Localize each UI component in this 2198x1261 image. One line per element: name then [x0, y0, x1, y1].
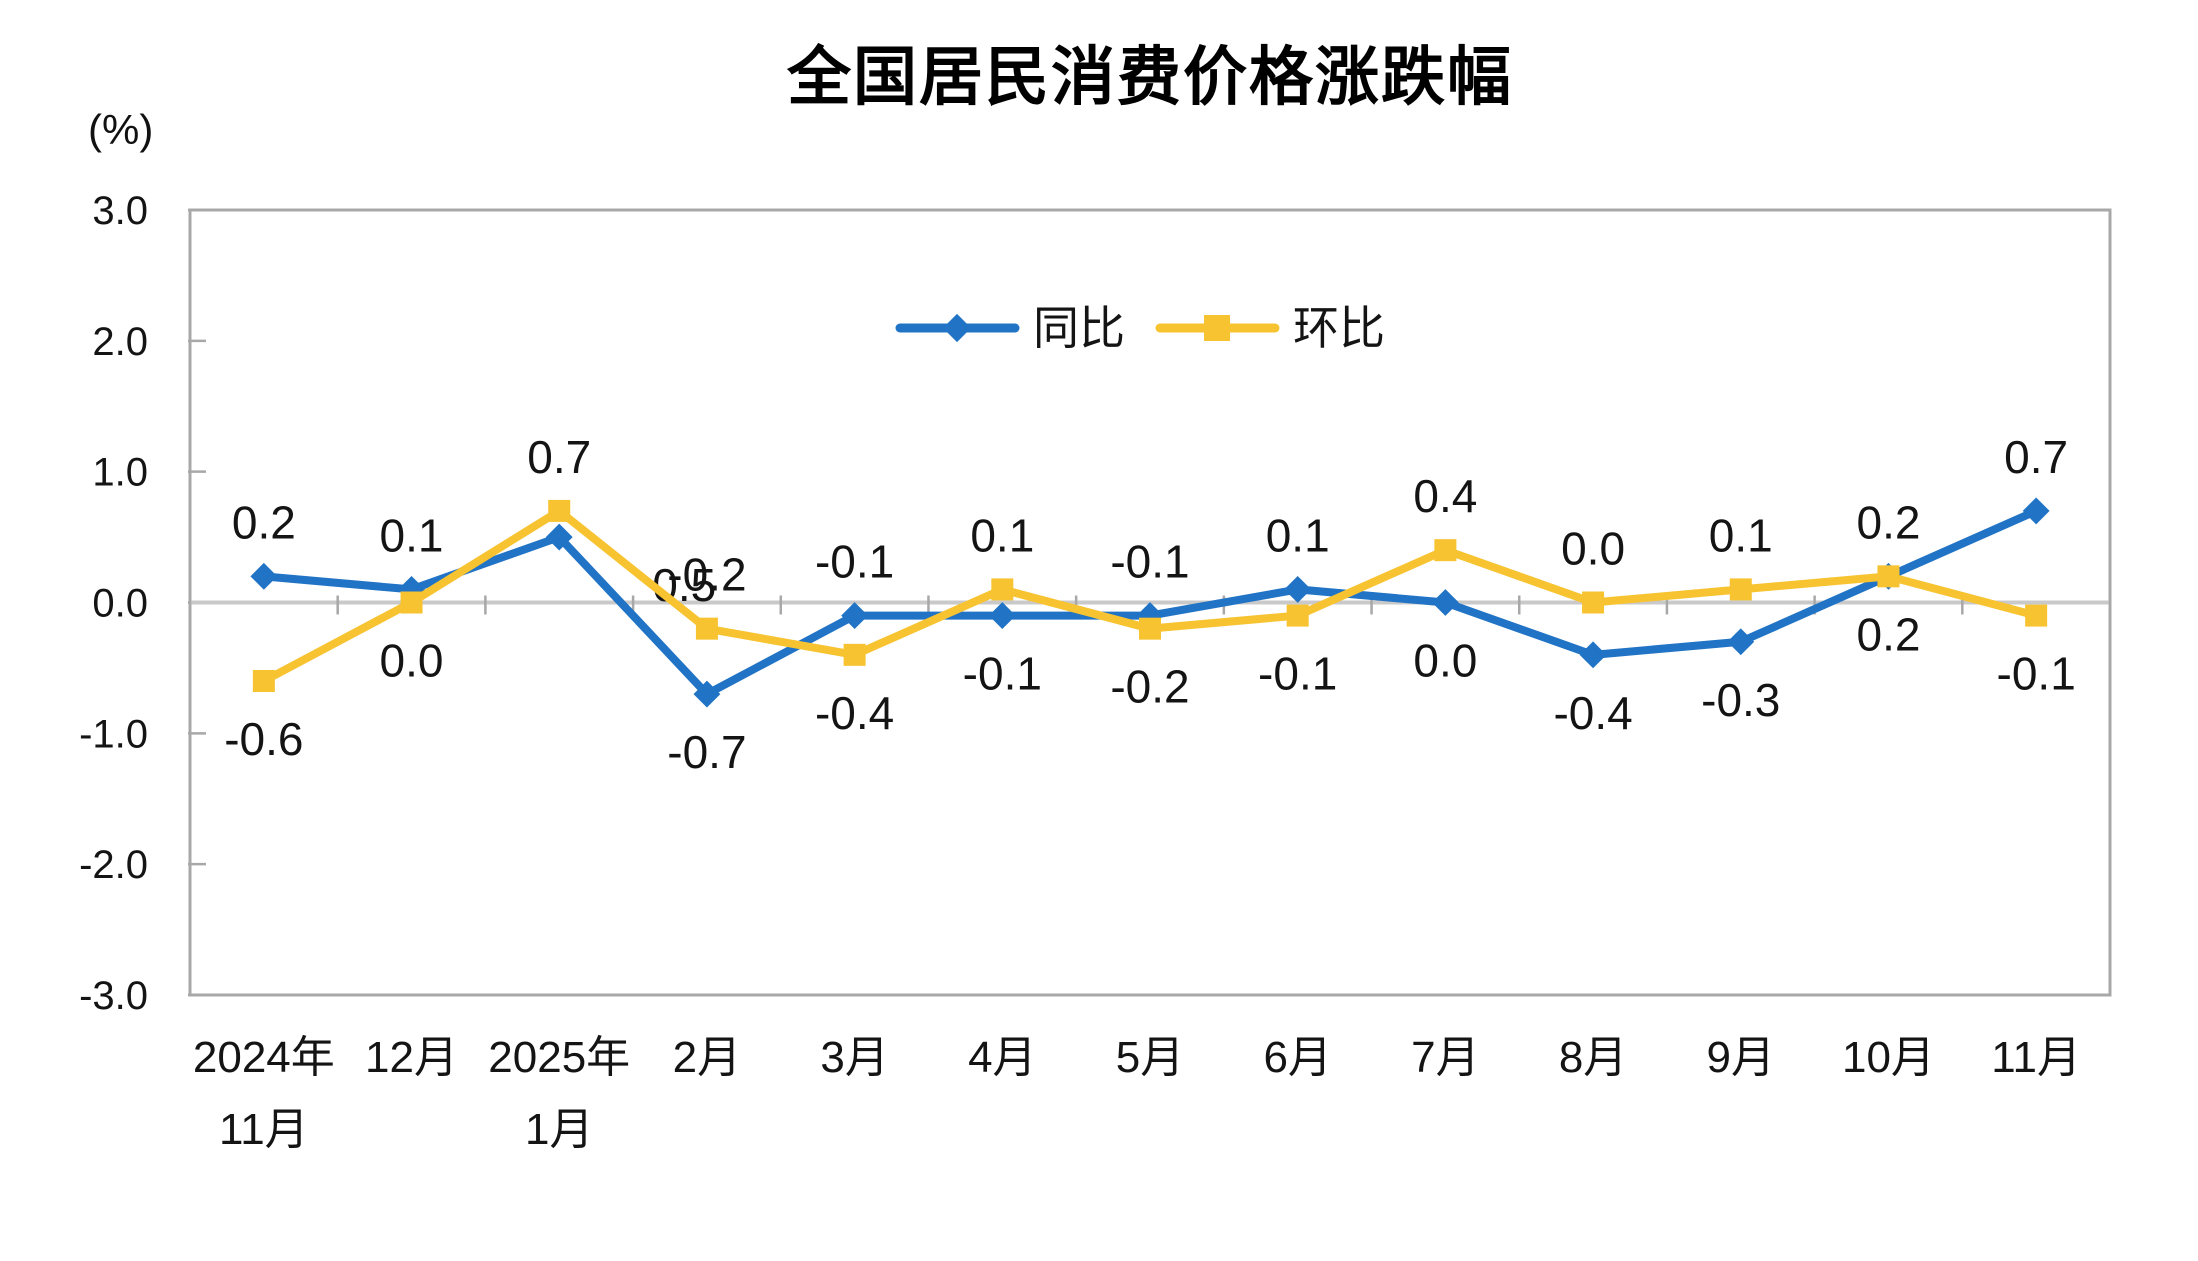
data-label-yoy: -0.1: [1110, 536, 1189, 588]
data-point-mom: [1877, 565, 1900, 588]
data-label-mom: 0.4: [1413, 470, 1477, 522]
data-point-yoy: [1431, 589, 1459, 616]
data-point-mom: [548, 499, 571, 522]
data-point-mom: [1729, 578, 1752, 601]
data-label-mom: 0.2: [1856, 608, 1920, 660]
legend-label-mom: 环比: [1293, 302, 1385, 354]
data-point-mom: [843, 643, 866, 666]
x-axis-label: 10月: [1842, 1033, 1935, 1082]
data-label-yoy: -0.7: [667, 726, 746, 778]
data-point-mom: [400, 591, 423, 614]
x-axis-label: 4月: [968, 1033, 1036, 1082]
data-label-yoy: 0.2: [232, 496, 296, 548]
data-point-yoy: [250, 562, 278, 590]
data-point-yoy: [1579, 641, 1607, 669]
x-axis-label: 5月: [1116, 1033, 1184, 1082]
data-point-yoy: [545, 523, 573, 551]
data-point-mom: [1286, 604, 1309, 627]
y-axis-tick-label: -1.0: [79, 712, 148, 756]
data-label-mom: 0.0: [1561, 523, 1625, 575]
data-label-mom: -0.2: [1110, 661, 1189, 713]
data-label-yoy: -0.1: [815, 536, 894, 588]
data-label-yoy: 0.1: [1266, 509, 1330, 561]
data-point-mom: [991, 578, 1014, 601]
data-point-mom: [1582, 591, 1605, 614]
data-point-yoy: [1284, 575, 1312, 603]
y-axis-tick-label: 0.0: [92, 582, 148, 626]
chart-title: 全国居民消费价格涨跌幅: [787, 41, 1513, 113]
x-axis-label-line2: 11月: [219, 1105, 309, 1154]
data-label-mom: -0.2: [667, 549, 746, 601]
y-axis-tick-label: 2.0: [92, 320, 148, 364]
legend-diamond-marker: [942, 313, 972, 343]
x-axis-label: 3月: [820, 1033, 888, 1082]
y-axis-tick-label: -2.0: [79, 843, 148, 887]
data-label-mom: -0.1: [1997, 648, 2076, 700]
x-axis-label: 12月: [365, 1033, 458, 1082]
x-axis-label: 6月: [1263, 1033, 1331, 1082]
legend-square-marker: [1204, 315, 1230, 341]
x-axis-label-line2: 1月: [525, 1105, 593, 1154]
x-axis-label: 9月: [1707, 1033, 1775, 1082]
x-axis-label: 2025年: [488, 1033, 630, 1082]
data-label-mom: 0.1: [1709, 509, 1773, 561]
data-label-yoy: 0.1: [380, 509, 444, 561]
data-label-yoy: -0.1: [963, 648, 1042, 700]
data-point-mom: [1139, 617, 1161, 640]
data-label-mom: -0.4: [815, 687, 894, 739]
data-label-yoy: 0.7: [2004, 431, 2068, 483]
data-label-mom: -0.6: [224, 713, 303, 765]
data-label-mom: -0.1: [1258, 648, 1337, 700]
data-point-yoy: [2022, 497, 2050, 525]
legend-label-yoy: 同比: [1033, 302, 1125, 354]
data-label-mom: 0.7: [527, 431, 591, 483]
data-label-yoy: 0.2: [1856, 496, 1920, 548]
data-point-mom: [695, 617, 718, 640]
data-point-yoy: [693, 680, 721, 708]
x-axis-label: 7月: [1411, 1033, 1479, 1082]
data-label-mom: 0.1: [970, 509, 1034, 561]
data-point-yoy: [988, 602, 1016, 630]
y-axis-tick-label: 3.0: [92, 189, 148, 233]
data-label-yoy: 0.0: [1413, 635, 1477, 687]
data-label-yoy: -0.3: [1701, 674, 1780, 726]
data-point-yoy: [841, 602, 869, 630]
data-label-mom: 0.0: [380, 635, 444, 687]
y-axis-unit-label: (%): [88, 106, 154, 153]
data-point-mom: [2025, 604, 2048, 627]
data-point-mom: [1434, 539, 1457, 562]
y-axis-tick-label: -3.0: [79, 974, 148, 1018]
data-point-yoy: [1727, 628, 1755, 656]
data-label-yoy: -0.4: [1553, 687, 1632, 739]
x-axis-label: 8月: [1559, 1033, 1627, 1082]
x-axis-label: 2月: [673, 1033, 741, 1082]
data-label-yoy: 0.5: [652, 559, 716, 611]
data-point-mom: [252, 670, 275, 692]
x-axis-label: 11月: [1991, 1033, 2081, 1082]
x-axis-label: 2024年: [193, 1033, 335, 1082]
y-axis-tick-label: 1.0: [92, 451, 148, 495]
